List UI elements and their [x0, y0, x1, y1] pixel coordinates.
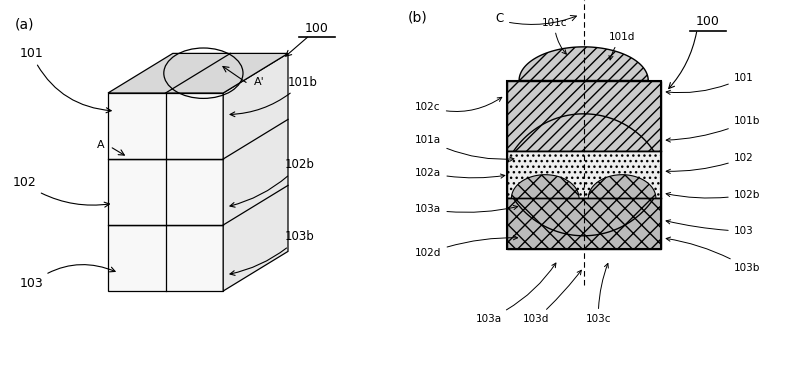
Text: C: C: [495, 12, 504, 25]
Text: 101b: 101b: [666, 116, 760, 142]
Polygon shape: [511, 175, 579, 198]
Polygon shape: [519, 47, 648, 81]
Text: 101a: 101a: [415, 135, 514, 161]
Text: 103: 103: [666, 220, 754, 236]
Text: 103a: 103a: [475, 263, 556, 324]
Polygon shape: [588, 175, 656, 198]
Text: 102b: 102b: [230, 158, 314, 207]
Polygon shape: [108, 225, 223, 291]
Bar: [507, 198, 661, 249]
Text: 101: 101: [666, 72, 754, 94]
Polygon shape: [108, 53, 288, 93]
Bar: [507, 81, 661, 151]
Text: (a): (a): [14, 18, 34, 31]
Polygon shape: [108, 159, 223, 225]
Text: 101d: 101d: [609, 32, 636, 60]
Text: 101: 101: [19, 47, 111, 113]
Text: A': A': [254, 77, 265, 87]
Text: 101c: 101c: [542, 18, 567, 54]
Text: 102: 102: [12, 176, 110, 207]
Text: 102: 102: [666, 153, 754, 173]
Text: A: A: [97, 139, 104, 150]
Text: 100: 100: [305, 22, 329, 35]
Text: 102c: 102c: [415, 97, 502, 112]
Bar: [507, 151, 661, 198]
Text: 103c: 103c: [586, 264, 611, 324]
Bar: [507, 81, 661, 249]
Text: 103b: 103b: [666, 237, 760, 273]
Text: 102a: 102a: [415, 168, 505, 178]
Polygon shape: [108, 93, 223, 159]
Text: 102d: 102d: [415, 236, 518, 258]
Polygon shape: [223, 53, 288, 291]
Text: 101b: 101b: [230, 76, 318, 117]
Text: 100: 100: [696, 15, 720, 29]
Text: 102b: 102b: [666, 190, 760, 199]
Text: 103: 103: [19, 265, 115, 290]
Text: 103a: 103a: [415, 204, 518, 214]
Text: 103b: 103b: [230, 231, 314, 275]
Text: 103d: 103d: [523, 270, 582, 324]
Text: (b): (b): [408, 11, 428, 25]
